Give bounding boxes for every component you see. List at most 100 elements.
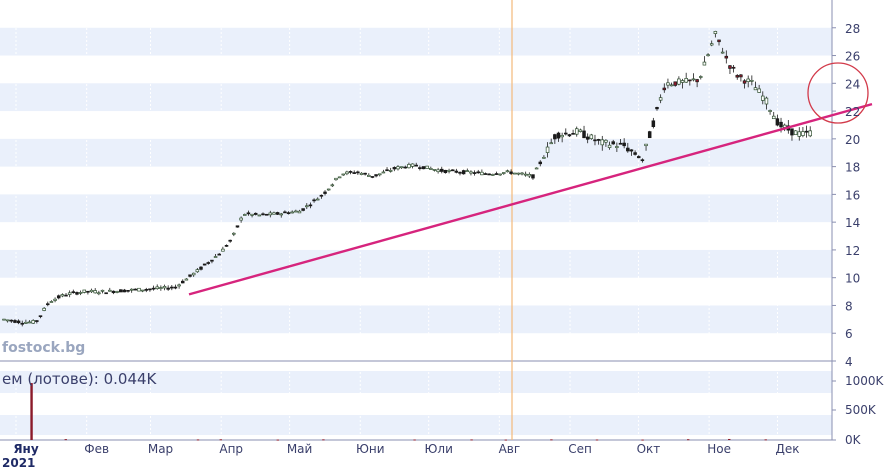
volume-bar: [595, 439, 599, 441]
month-axis-labels: Яну Фев Мар Апр Май Юни Юли Авг Сеп Окт Ное Дек: [13, 442, 799, 456]
volume-bar: [470, 439, 473, 441]
candle-body: [228, 239, 232, 242]
candle-body: [246, 212, 251, 215]
candle-body: [680, 80, 685, 83]
candle-body: [607, 144, 612, 148]
candle-body: [78, 292, 83, 294]
candle-body: [104, 292, 108, 295]
candle-body: [159, 287, 163, 289]
candle-body: [739, 74, 743, 78]
candle-body: [578, 129, 583, 132]
candle-body: [188, 274, 192, 277]
candle-body: [553, 134, 557, 140]
candle-body: [523, 173, 528, 176]
candle-body: [626, 147, 630, 152]
candle-body: [768, 110, 772, 112]
candle-body: [709, 43, 714, 46]
candle-body: [618, 142, 623, 145]
candle-body: [67, 292, 72, 295]
candle-body: [582, 130, 586, 139]
trendline: [188, 102, 873, 296]
candle-body: [750, 79, 754, 82]
price-grid-bands: [0, 27, 832, 334]
month-label: Юли: [424, 442, 452, 456]
candle-body: [253, 212, 258, 215]
candle-body: [724, 55, 729, 59]
candle-body: [377, 173, 382, 176]
candle-body: [677, 78, 681, 85]
candle-body: [699, 76, 703, 78]
candle-body: [399, 166, 404, 169]
candle-body: [567, 134, 572, 137]
candle-body: [706, 54, 710, 57]
candle-body: [111, 290, 116, 294]
candle-body: [71, 291, 76, 294]
candle-body: [432, 169, 437, 171]
candle-body: [414, 164, 418, 167]
candle-body: [753, 87, 758, 91]
candle-body: [571, 132, 575, 135]
candle-body: [264, 213, 269, 216]
candle-body: [297, 210, 302, 214]
candle-body: [363, 172, 367, 175]
month-label: Окт: [637, 442, 661, 456]
candle-body: [429, 167, 433, 170]
candle-body: [341, 173, 346, 176]
price-tick-label: 4: [845, 355, 853, 369]
candle-body: [199, 266, 203, 270]
price-tick-label: 16: [845, 188, 860, 202]
candle-body: [286, 212, 291, 215]
candle-body: [108, 289, 112, 292]
volume-tick-label: 0K: [845, 433, 862, 447]
candle-body: [356, 171, 360, 174]
candle-body: [367, 174, 371, 177]
volume-bar: [30, 383, 33, 440]
candle-body: [5, 319, 10, 322]
volume-bar: [764, 439, 767, 441]
candle-body: [122, 289, 127, 293]
month-label: Сеп: [568, 442, 592, 456]
volume-axis-ticks: 1000K 500K 0K: [832, 374, 885, 447]
candle-body: [126, 289, 130, 292]
candle-body: [275, 212, 280, 215]
volume-bar: [413, 439, 416, 441]
candle-body: [133, 288, 138, 291]
candle-body: [487, 173, 491, 176]
month-label: Юни: [356, 442, 385, 456]
month-label: Ное: [707, 442, 731, 456]
candle-body: [170, 286, 174, 289]
candle-body: [658, 97, 663, 101]
highlight-circle: [807, 62, 869, 124]
price-tick-label: 28: [845, 22, 860, 36]
price-tick-label: 14: [845, 216, 860, 230]
candle-body: [771, 115, 776, 120]
candle-body: [421, 166, 426, 170]
candle-body: [140, 289, 145, 292]
candle-body: [472, 172, 477, 174]
price-tick-label: 26: [845, 50, 860, 64]
candle-body: [290, 211, 294, 214]
candle-body: [720, 51, 725, 54]
candle-body: [370, 176, 375, 178]
candle-body: [173, 286, 178, 289]
candle-body: [669, 84, 674, 87]
grid-band: [0, 194, 832, 223]
candle-body: [545, 146, 550, 153]
month-gridlines: [15, 0, 779, 440]
candle-body: [181, 280, 185, 284]
candle-body: [97, 292, 101, 295]
candlestick-series: [2, 30, 812, 327]
candle-body: [89, 289, 94, 293]
candle-body: [717, 39, 721, 43]
candle-body: [301, 208, 305, 211]
candle-body: [24, 321, 28, 324]
grid-band: [0, 83, 832, 112]
candle-body: [440, 168, 444, 172]
candle-body: [294, 210, 298, 213]
candle-body: [315, 198, 320, 201]
candle-body: [538, 161, 543, 165]
trendline-segment: [188, 102, 873, 296]
month-label: Авг: [499, 442, 521, 456]
candle-body: [480, 171, 484, 176]
candle-body: [129, 288, 134, 291]
